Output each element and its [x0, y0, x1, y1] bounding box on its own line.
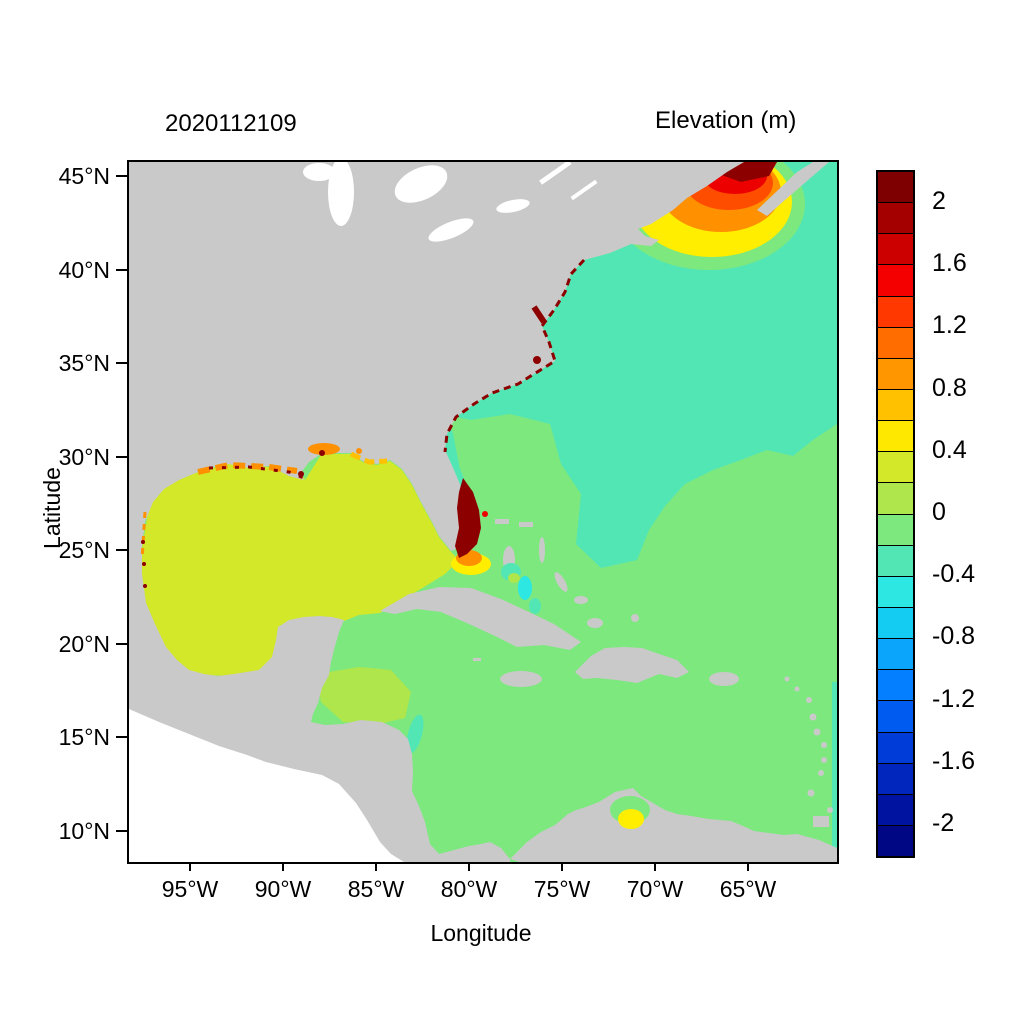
colorbar-title: Elevation (m) [655, 107, 797, 134]
y-tick-mark [116, 642, 127, 645]
colorbar-tick-label: -2 [932, 808, 955, 837]
colorbar-segment [878, 824, 913, 857]
y-tick-mark [116, 549, 127, 551]
y-tick-mark [116, 736, 127, 738]
east-coast-surge-speckles [443, 258, 586, 453]
x-tick-mark [654, 862, 656, 871]
island-hispaniola [575, 647, 689, 683]
colorbar-tick-label: 0 [932, 498, 946, 526]
y-tick-label: 30°N [58, 443, 110, 470]
colorbar-tick-label: -0.4 [932, 560, 976, 589]
elevation-colorbar [876, 170, 915, 858]
y-tick-mark [116, 268, 127, 271]
gulf-of-mexico-region [142, 454, 459, 754]
colorbar-segment [878, 326, 913, 358]
colorbar-segment [878, 264, 913, 296]
colorbar-segment [878, 544, 913, 576]
x-tick-label: 80°W [440, 876, 498, 902]
colorbar-segment [878, 762, 913, 794]
timestamp-title: 2020112109 [165, 110, 297, 137]
x-tick-mark [468, 862, 470, 871]
x-tick-label: 90°W [254, 876, 312, 902]
colorbar-segment [878, 172, 913, 203]
colorbar-segment [878, 669, 913, 701]
x-axis-label: Longitude [430, 920, 532, 946]
elevation-map [129, 162, 837, 862]
x-tick-mark [282, 862, 284, 871]
x-tick-mark [189, 862, 191, 871]
y-axis-label: Latitude [39, 467, 65, 549]
y-tick-label: 35°N [58, 350, 110, 376]
colorbar-segment [878, 575, 913, 607]
colorbar-segment [878, 731, 913, 763]
colorbar-tick-label: 1.6 [932, 249, 967, 278]
colorbar-tick-label: -0.8 [932, 622, 976, 651]
y-tick-label: 15°N [58, 724, 110, 750]
map-plot-area [127, 160, 839, 864]
bahamas-negative-patches [501, 563, 541, 614]
y-tick-label: 40°N [58, 256, 110, 283]
colorbar-segment [878, 606, 913, 639]
colorbar-tick-label: 0.4 [932, 435, 967, 464]
florida-surge-maximum [451, 478, 491, 575]
caribbean-islands [380, 519, 833, 827]
colorbar-segment [878, 482, 913, 514]
colorbar-segment [878, 233, 913, 265]
pacific-ocean-white [129, 709, 404, 862]
y-tick-mark [116, 175, 127, 177]
x-tick-mark [747, 862, 749, 871]
colorbar-segment [878, 793, 913, 825]
y-tick-label: 20°N [58, 630, 110, 657]
land-south-america [510, 788, 837, 862]
y-tick-label: 45°N [58, 163, 110, 189]
island-trinidad [813, 816, 829, 827]
colorbar-tick-label: 2 [932, 187, 946, 216]
x-tick-mark [561, 862, 563, 871]
y-tick-mark [116, 829, 127, 832]
x-tick-label: 70°W [626, 876, 684, 902]
x-tick-label: 95°W [161, 876, 219, 902]
land-nova-scotia [757, 162, 829, 216]
colorbar-segment [878, 420, 913, 452]
great-lakes [303, 162, 598, 242]
colorbar-segment [878, 295, 913, 327]
y-tick-mark [116, 362, 127, 364]
colorbar-tick-label: -1.6 [932, 746, 976, 775]
colorbar-tick-label: 0.8 [932, 373, 967, 402]
colorbar-tick-label: 1.2 [932, 311, 967, 340]
x-tick-label: 75°W [533, 876, 591, 902]
colorbar-tick-label: -1.2 [932, 684, 976, 713]
colorbar-segment [878, 357, 913, 389]
x-tick-mark [375, 862, 377, 871]
y-tick-mark [116, 455, 127, 458]
x-tick-label: 85°W [347, 876, 405, 902]
colorbar-segment [878, 700, 913, 732]
island-jamaica [500, 671, 542, 687]
colorbar-segment [878, 388, 913, 421]
lake-maracaibo-spot [610, 796, 650, 829]
colorbar-segment [878, 513, 913, 545]
x-tick-label: 65°W [719, 876, 777, 902]
y-tick-label: 10°N [58, 817, 110, 844]
colorbar-segment [878, 638, 913, 670]
y-tick-label: 25°N [58, 537, 110, 563]
island-cuba [380, 587, 581, 650]
land-north-america [129, 162, 744, 862]
island-puerto-rico [709, 672, 739, 686]
gulf-coast-surge-band [140, 443, 388, 588]
colorbar-segment [878, 451, 913, 483]
colorbar-segment [878, 202, 913, 234]
